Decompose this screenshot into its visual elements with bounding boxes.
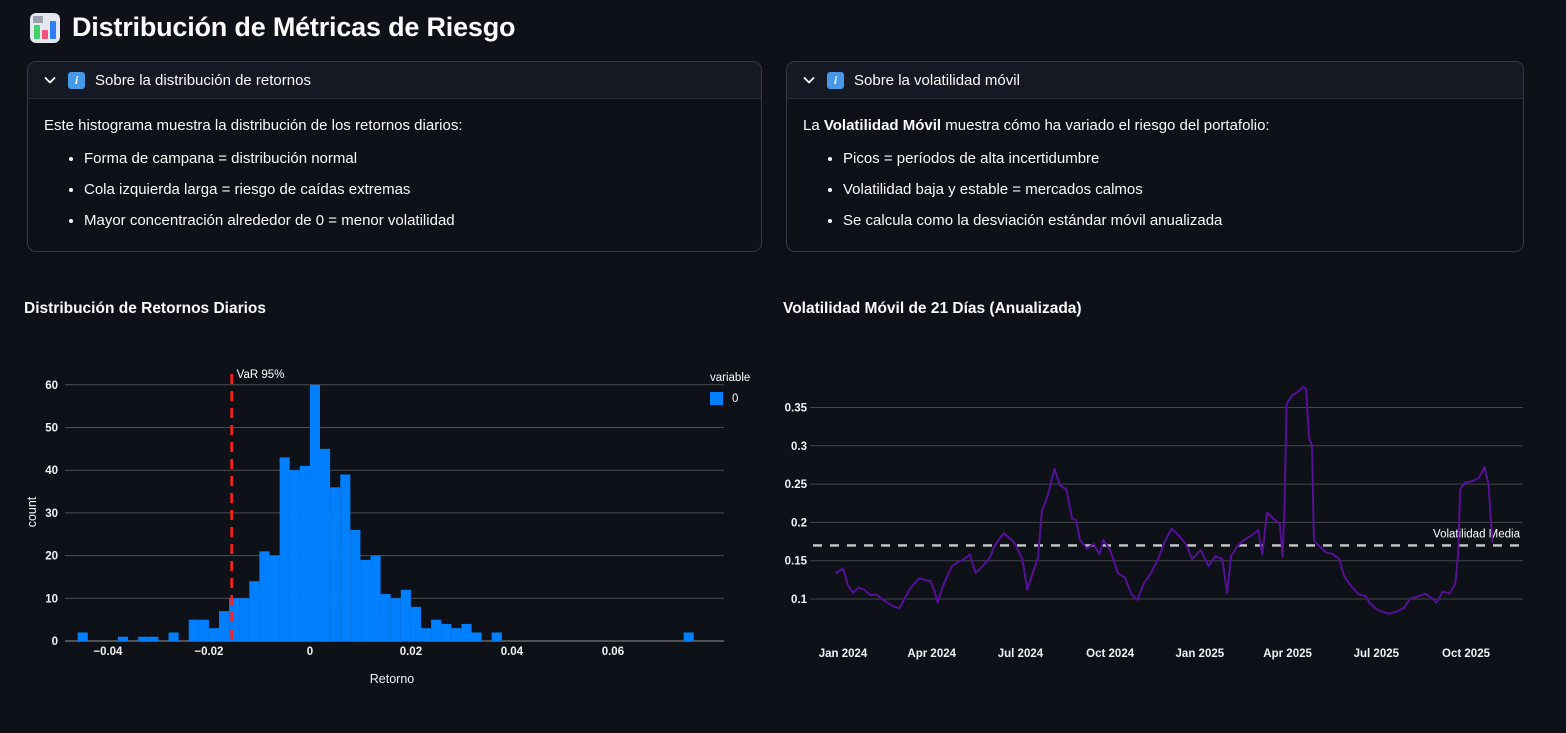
svg-text:0.35: 0.35: [785, 402, 808, 414]
legend-item-label: 0: [732, 393, 738, 405]
svg-text:Jan 2024: Jan 2024: [819, 648, 868, 660]
svg-text:count: count: [25, 496, 39, 527]
bullet-item: Cola izquierda larga = riesgo de caídas …: [84, 181, 745, 198]
bar-chart-icon: [30, 13, 60, 43]
svg-text:Jul 2024: Jul 2024: [998, 648, 1044, 660]
legend-item-0[interactable]: 0: [710, 392, 750, 405]
volatility-chart-title: Volatilidad Móvil de 21 Días (Anualizada…: [783, 300, 1082, 318]
svg-text:0.1: 0.1: [791, 594, 808, 606]
svg-text:Oct 2024: Oct 2024: [1086, 648, 1135, 660]
histogram-canvas[interactable]: 0 10 20 30 40 50 60 −0.04 −0.02 0 0.02 0.04 0.06 VaR …: [24, 352, 769, 692]
returns-bullet-list: Forma de campana = distribución normal C…: [44, 150, 745, 229]
svg-text:0.06: 0.06: [602, 646, 624, 658]
expander-returns-distribution: i Sobre la distribución de retornos Este…: [27, 61, 762, 252]
svg-text:50: 50: [45, 423, 58, 435]
svg-text:0.04: 0.04: [501, 646, 524, 658]
expander-returns-body: Este histograma muestra la distribución …: [28, 99, 761, 251]
expander-rolling-volatility: i Sobre la volatilidad móvil La Volatili…: [786, 61, 1524, 252]
svg-text:Apr 2024: Apr 2024: [907, 648, 956, 660]
svg-text:Retorno: Retorno: [370, 672, 415, 686]
expander-returns-title: Sobre la distribución de retornos: [95, 72, 311, 89]
chevron-down-icon: [42, 72, 58, 88]
svg-text:−0.04: −0.04: [93, 646, 123, 658]
svg-text:40: 40: [45, 465, 58, 477]
page-header: Distribución de Métricas de Riesgo: [0, 0, 1566, 43]
svg-text:VaR 95%: VaR 95%: [237, 369, 285, 381]
bullet-item: Forma de campana = distribución normal: [84, 150, 745, 167]
dashboard: Distribución de Métricas de Riesgo i Sob…: [0, 0, 1566, 733]
svg-text:0.02: 0.02: [400, 646, 422, 658]
volatility-intro-bold: Volatilidad Móvil: [824, 117, 941, 134]
expanders-row: i Sobre la distribución de retornos Este…: [0, 43, 1566, 252]
svg-text:−0.02: −0.02: [194, 646, 223, 658]
expander-volatility-body: La Volatilidad Móvil muestra cómo ha var…: [787, 99, 1523, 251]
returns-histogram-chart[interactable]: 0 10 20 30 40 50 60 −0.04 −0.02 0 0.02 0.04 0.06 VaR …: [24, 352, 769, 692]
info-icon: i: [827, 72, 844, 89]
bullet-item: Picos = períodos de alta incertidumbre: [843, 150, 1507, 167]
volatility-intro-text: La Volatilidad Móvil muestra cómo ha var…: [803, 117, 1507, 134]
svg-text:Oct 2025: Oct 2025: [1442, 648, 1491, 660]
expander-volatility-header[interactable]: i Sobre la volatilidad móvil: [787, 62, 1523, 99]
svg-text:Jul 2025: Jul 2025: [1354, 648, 1400, 660]
svg-text:30: 30: [45, 508, 58, 520]
svg-text:0.2: 0.2: [791, 517, 807, 529]
volatility-bullet-list: Picos = períodos de alta incertidumbre V…: [803, 150, 1507, 229]
info-icon: i: [68, 72, 85, 89]
svg-text:0.3: 0.3: [791, 441, 807, 453]
legend-title: variable: [710, 372, 750, 384]
chevron-down-icon: [801, 72, 817, 88]
svg-text:0: 0: [52, 636, 58, 648]
svg-text:0.15: 0.15: [785, 556, 808, 568]
bullet-item: Volatilidad baja y estable = mercados ca…: [843, 181, 1507, 198]
svg-text:20: 20: [45, 551, 58, 563]
svg-text:Apr 2025: Apr 2025: [1263, 648, 1312, 660]
returns-intro-text: Este histograma muestra la distribución …: [44, 117, 745, 134]
bullet-item: Se calcula como la desviación estándar m…: [843, 212, 1507, 229]
svg-text:Volatilidad Media: Volatilidad Media: [1433, 528, 1521, 540]
svg-text:10: 10: [45, 593, 58, 605]
histogram-title: Distribución de Retornos Diarios: [24, 300, 266, 318]
rolling-volatility-chart[interactable]: 0.1 0.15 0.2 0.25 0.3 0.35 Jan 2024 Apr 2024 Jul…: [783, 352, 1543, 692]
bullet-item: Mayor concentración alrededor de 0 = men…: [84, 212, 745, 229]
histogram-legend: variable 0: [710, 372, 750, 405]
legend-swatch: [710, 392, 723, 405]
volatility-canvas[interactable]: 0.1 0.15 0.2 0.25 0.3 0.35 Jan 2024 Apr 2024 Jul…: [783, 352, 1543, 692]
expander-volatility-title: Sobre la volatilidad móvil: [854, 72, 1020, 89]
svg-text:0: 0: [307, 646, 313, 658]
expander-returns-header[interactable]: i Sobre la distribución de retornos: [28, 62, 761, 99]
svg-text:60: 60: [45, 380, 58, 392]
svg-text:0.25: 0.25: [785, 479, 808, 491]
svg-text:Jan 2025: Jan 2025: [1176, 648, 1225, 660]
page-title: Distribución de Métricas de Riesgo: [72, 12, 515, 43]
